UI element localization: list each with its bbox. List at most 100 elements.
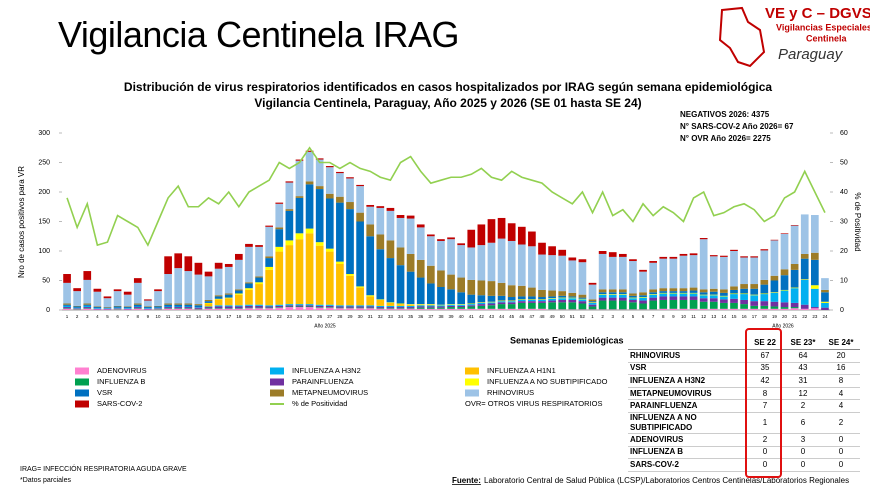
bar-segment (103, 307, 112, 309)
bar-segment (356, 287, 364, 306)
bar-segment (275, 251, 284, 305)
bar-segment (649, 262, 657, 290)
bar-segment (133, 308, 142, 309)
legend-swatch (270, 389, 284, 397)
x-tick-label: 23 (812, 314, 818, 319)
bar-segment (467, 306, 476, 309)
bar-segment (275, 307, 284, 308)
x-axis-title: Semanas Epidemiológicas (510, 335, 624, 345)
bar-segment (406, 218, 415, 254)
y2-tick-label: 60 (840, 130, 848, 137)
bar-segment (204, 307, 213, 309)
bar-segment (740, 294, 748, 300)
bar-segment (255, 282, 263, 285)
bar-segment (639, 292, 647, 296)
bar-segment (224, 305, 233, 307)
bar-segment (396, 303, 405, 305)
bar-segment (224, 308, 233, 309)
bar-segment (295, 197, 304, 234)
bar-segment (639, 271, 647, 293)
source-label: Fuente: (452, 476, 481, 485)
bar-segment (123, 309, 132, 310)
bar-segment (699, 238, 708, 240)
bar-segment (63, 282, 71, 304)
legend-swatch (75, 400, 89, 408)
bar-segment (760, 305, 769, 309)
bar-segment (427, 234, 435, 237)
bar-segment (255, 246, 263, 277)
bar-segment (588, 282, 597, 285)
bar-segment (619, 292, 627, 295)
bar-segment (457, 292, 465, 305)
bar-segment (659, 256, 668, 259)
bar-segment (538, 299, 546, 302)
x-tick-label: 10 (155, 314, 161, 319)
bar-segment (184, 307, 193, 309)
bar-segment (811, 288, 819, 308)
bar-segment (790, 302, 799, 308)
bar-segment (679, 288, 688, 292)
bar-segment (679, 255, 688, 289)
bar-segment (144, 309, 152, 310)
bar-segment (204, 302, 213, 304)
bar-segment (406, 308, 415, 310)
bar-segment (740, 256, 748, 258)
legend-label: INFLUENZA A H1N1 (487, 366, 556, 375)
table-value: 0 (822, 433, 860, 447)
x-tick-label: 19 (246, 314, 252, 319)
bar-segment (235, 290, 243, 294)
bar-segment (568, 292, 577, 297)
x-tick-label: 40 (459, 314, 465, 319)
table-value: 0 (784, 458, 822, 472)
bar-segment (528, 299, 536, 300)
bar-segment (689, 296, 698, 300)
legend-label: INFLUENZA A NO SUBTIPIFICADO (487, 377, 608, 386)
x-tick-label: 3 (611, 314, 614, 319)
x-tick-label: 20 (782, 314, 788, 319)
bar-segment (821, 289, 829, 293)
bar-segment (265, 307, 273, 309)
bar-segment (123, 291, 132, 295)
bar-segment (325, 167, 334, 194)
bar-segment (144, 300, 152, 307)
bar-segment (164, 308, 172, 310)
bar-segment (416, 306, 425, 308)
table-value: 35 (746, 362, 784, 376)
bar-segment (416, 224, 425, 228)
bar-segment (437, 307, 445, 309)
bar-segment (528, 246, 536, 288)
bar-segment (113, 306, 122, 308)
bar-segment (538, 302, 546, 309)
bar-segment (760, 249, 769, 251)
bar-segment (538, 242, 546, 255)
bar-segment (679, 308, 688, 310)
bar-segment (325, 198, 334, 249)
bar-segment (346, 209, 354, 275)
bar-segment (174, 303, 183, 305)
bar-segment (699, 239, 708, 290)
table-value: 20 (822, 349, 860, 363)
bar-segment (265, 258, 273, 267)
bar-segment (588, 302, 597, 303)
row-label: PARAINFLUENZA (628, 399, 746, 413)
table-value: 0 (746, 446, 784, 460)
bar-segment (315, 186, 324, 190)
bar-segment (639, 297, 647, 301)
bar-segment (639, 303, 647, 310)
bar-segment (639, 309, 647, 310)
x-tick-label: 17 (752, 314, 758, 319)
y2-tick-label: 40 (840, 189, 848, 196)
bar-segment (811, 252, 819, 260)
bar-segment (629, 295, 637, 298)
bar-segment (548, 298, 556, 299)
bar-segment (588, 302, 597, 305)
bar-segment (113, 289, 122, 292)
bar-segment (437, 308, 445, 310)
bar-segment (760, 294, 769, 302)
bar-segment (467, 247, 476, 280)
bar-segment (427, 307, 435, 309)
legend-label: RHINOVIRUS (487, 388, 534, 397)
bar-segment (477, 304, 486, 306)
bar-segment (477, 295, 486, 303)
x-tick-label: 11 (166, 314, 171, 319)
